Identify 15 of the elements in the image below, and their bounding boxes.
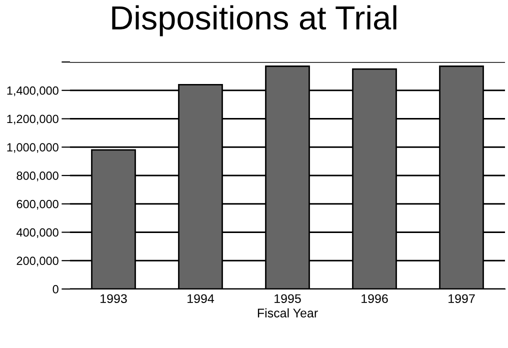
y-tick-label: 600,000 bbox=[16, 200, 58, 210]
y-tick-label: 1,400,000 bbox=[7, 86, 58, 96]
y-tick-label: 200,000 bbox=[16, 256, 58, 266]
y-tick-label: 1,000,000 bbox=[7, 143, 58, 153]
y-tick-label: 400,000 bbox=[16, 228, 58, 238]
chart-title: Dispositions at Trial bbox=[112, 5, 396, 36]
x-axis-title: Fiscal Year bbox=[258, 308, 318, 318]
x-tick-label: 1995 bbox=[274, 294, 301, 304]
y-tick-label: 800,000 bbox=[16, 172, 58, 182]
x-tick-label: 1997 bbox=[448, 294, 475, 304]
x-tick-label: 1994 bbox=[188, 294, 214, 304]
x-tick-label: 1993 bbox=[100, 294, 127, 304]
x-tick-label: 1996 bbox=[362, 294, 388, 304]
y-tick-label: 0 bbox=[52, 285, 58, 294]
y-tick-label: 1,200,000 bbox=[7, 114, 58, 125]
